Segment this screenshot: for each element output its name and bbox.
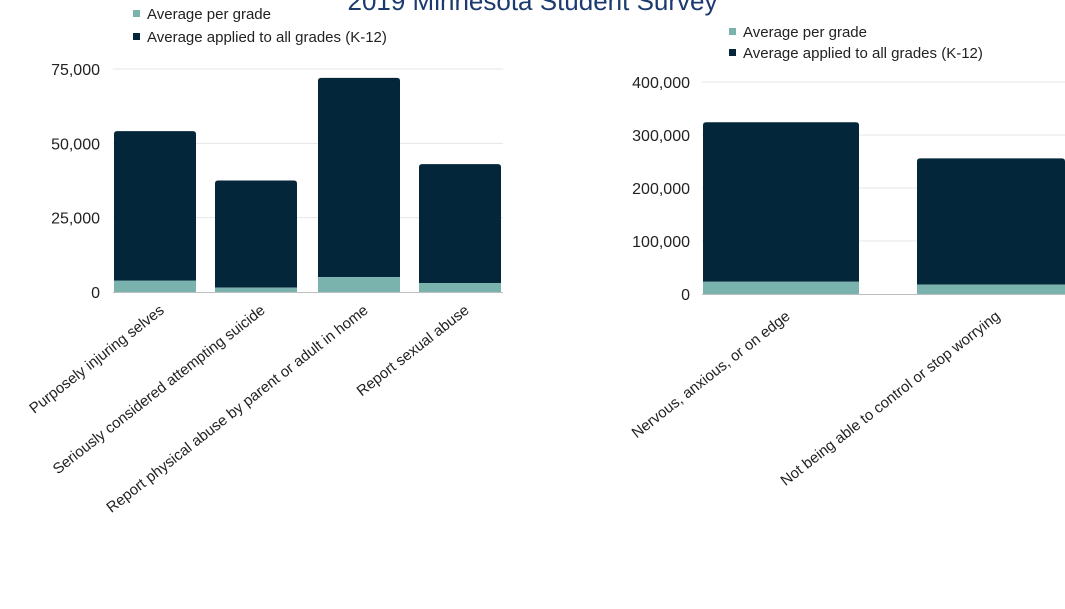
chart2-bar-average-all-grades	[703, 122, 859, 282]
chart1-bar-average-per-grade	[419, 283, 501, 292]
chart1-legend-label: Average applied to all grades (K-12)	[147, 29, 387, 46]
chart1-bar-average-all-grades	[318, 77, 400, 278]
chart1-x-category-label: Seriously considered attempting suicide	[50, 302, 269, 478]
chart1-bar-average-all-grades	[215, 180, 297, 288]
chart2-bar-average-all-grades	[917, 158, 1065, 285]
chart2-x-category-label: Nervous, anxious, or on edge	[629, 308, 794, 442]
chart1-y-tick-label: 75,000	[51, 62, 100, 79]
chart2-y-tick-label: 300,000	[632, 128, 690, 145]
chart2-y-tick-label: 100,000	[632, 234, 690, 251]
chart2-legend-label: Average applied to all grades (K-12)	[743, 45, 983, 62]
chart1-legend-swatch	[133, 10, 140, 17]
chart1-bar-average-all-grades	[419, 164, 501, 284]
chart1-legend-label: Average per grade	[147, 6, 271, 23]
chart2-y-tick-label: 200,000	[632, 181, 690, 198]
chart2-x-category-label: Not being able to control or stop worryi…	[777, 308, 1003, 490]
chart1-bar-average-per-grade	[114, 280, 196, 292]
chart1-bar-average-all-grades	[114, 131, 196, 281]
chart2-legend-swatch	[729, 49, 736, 56]
chart1-y-tick-label: 0	[91, 285, 100, 302]
chart2-bar-average-per-grade	[703, 281, 859, 294]
chart2-legend-label: Average per grade	[743, 24, 867, 41]
chart1-x-category-label: Report sexual abuse	[354, 302, 473, 400]
chart1-y-tick-label: 50,000	[51, 136, 100, 153]
chart2-bar-average-per-grade	[917, 284, 1065, 294]
chart1-legend-swatch	[133, 33, 140, 40]
chart1-bar-average-per-grade	[318, 277, 400, 292]
chart2-legend-swatch	[729, 28, 736, 35]
chart2-y-tick-label: 400,000	[632, 75, 690, 92]
chart1-bar-average-per-grade	[215, 287, 297, 292]
chart2-y-tick-label: 0	[681, 287, 690, 304]
chart-title: 2019 Minnesota Student Survey	[347, 0, 718, 16]
chart1-y-tick-label: 25,000	[51, 211, 100, 228]
